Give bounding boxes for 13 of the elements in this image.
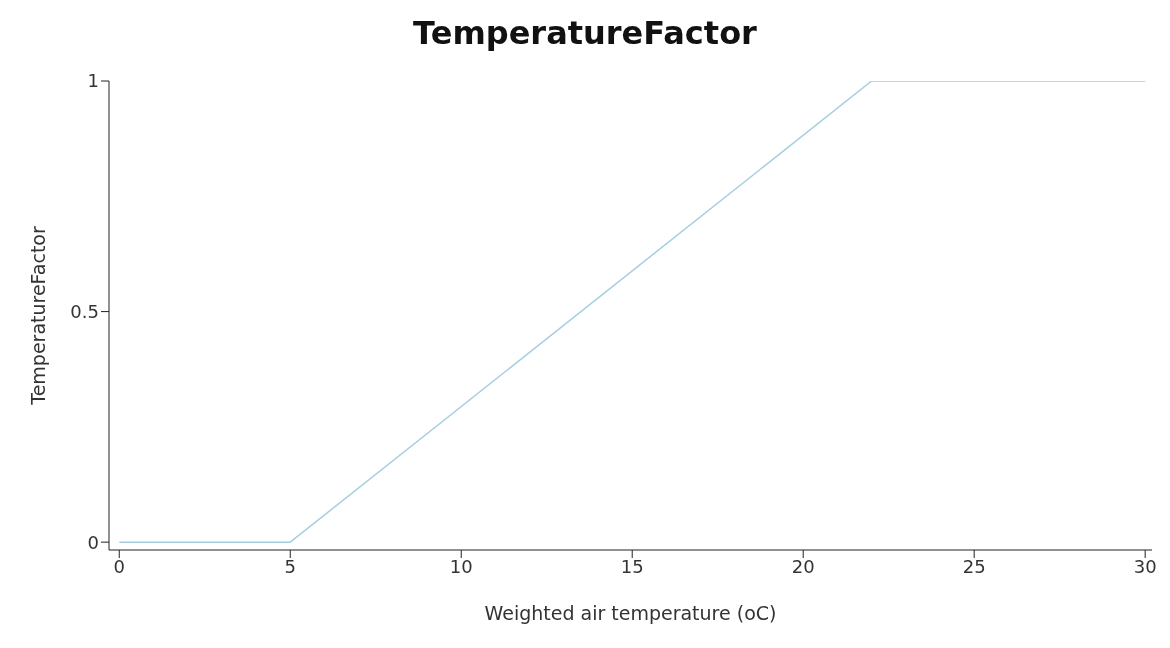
x-tick-label: 15 xyxy=(620,555,644,577)
x-axis-title: Weighted air temperature (oC) xyxy=(484,602,777,624)
x-tick-label: 30 xyxy=(1133,555,1157,577)
y-tick-label: 0.5 xyxy=(70,300,99,322)
x-tick-label: 0 xyxy=(113,555,125,577)
x-tick-label: 5 xyxy=(284,555,296,577)
y-tick-label: 1 xyxy=(87,70,99,92)
chart-title: TemperatureFactor xyxy=(412,14,758,52)
x-tick-label: 25 xyxy=(962,555,986,577)
y-tick-label: 0 xyxy=(87,531,99,553)
x-tick-label: 10 xyxy=(449,555,473,577)
x-tick-label: 20 xyxy=(791,555,815,577)
y-axis-title: TemperatureFactor xyxy=(26,226,49,406)
